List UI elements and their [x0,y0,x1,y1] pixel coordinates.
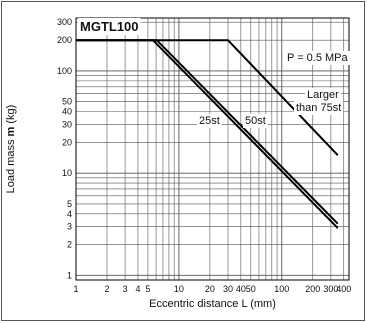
x-tick-label: 1 [73,284,78,294]
y-tick-label: 2 [67,240,72,250]
y-tick-label: 50 [62,97,72,107]
grid [76,18,349,280]
label-background [285,51,351,65]
label-background [294,101,344,115]
series-lines [76,39,339,229]
label-background [243,114,268,128]
chart-title: MGTL100 [80,19,139,34]
label-background [78,18,141,35]
series-line [76,39,339,225]
x-tick-label: 300 [323,284,338,294]
x-tick-label: 400 [336,284,351,294]
series-line [76,39,339,156]
x-tick-label: 4 [135,284,140,294]
y-tick-label: 40 [62,107,72,117]
y-tick-label: 3 [67,222,72,232]
y-tick-label: 200 [57,35,72,45]
x-axis-title: Eccentric distance L (mm) [149,298,276,310]
label-larger-line1: Larger [307,89,339,101]
label-background [197,114,222,128]
y-axis-title-suffix: (kg) [5,105,17,127]
pressure-annotation: P = 0.5 MPa [287,52,349,64]
x-tick-label: 200 [305,284,320,294]
y-axis-title: Load mass m (kg) [5,105,17,194]
y-axis-title-variable: m [5,126,17,136]
x-tick-label: 20 [205,284,215,294]
y-tick-label: 30 [62,119,72,129]
x-tick-label: 40 [236,284,246,294]
y-tick-label: 100 [57,66,72,76]
label-larger-line2: than 75st [296,102,341,114]
x-tick-label: 30 [223,284,233,294]
series-line [76,39,339,229]
label-25st: 25st [199,115,220,127]
y-tick-label: 10 [62,168,72,178]
x-tick-label: 5 [145,284,150,294]
plot-border [75,17,350,281]
x-tick-label: 3 [123,284,128,294]
label-50st: 50st [245,115,266,127]
x-tick-label: 50 [246,284,256,294]
tick-labels: 1 2 3 4 5 10 20 30 40 50 100 200 3004001234510203040… [57,17,351,294]
y-tick-label: 300 [57,17,72,27]
y-tick-label: 20 [62,137,72,147]
label-background [305,88,342,102]
x-tick-label: 100 [274,284,289,294]
x-tick-label: 2 [104,284,109,294]
y-tick-label: 1 [67,270,72,280]
x-tick-label: 10 [174,284,184,294]
y-tick-label: 5 [67,199,72,209]
y-tick-label: 4 [67,209,72,219]
y-axis-title-prefix: Load mass [5,136,17,193]
